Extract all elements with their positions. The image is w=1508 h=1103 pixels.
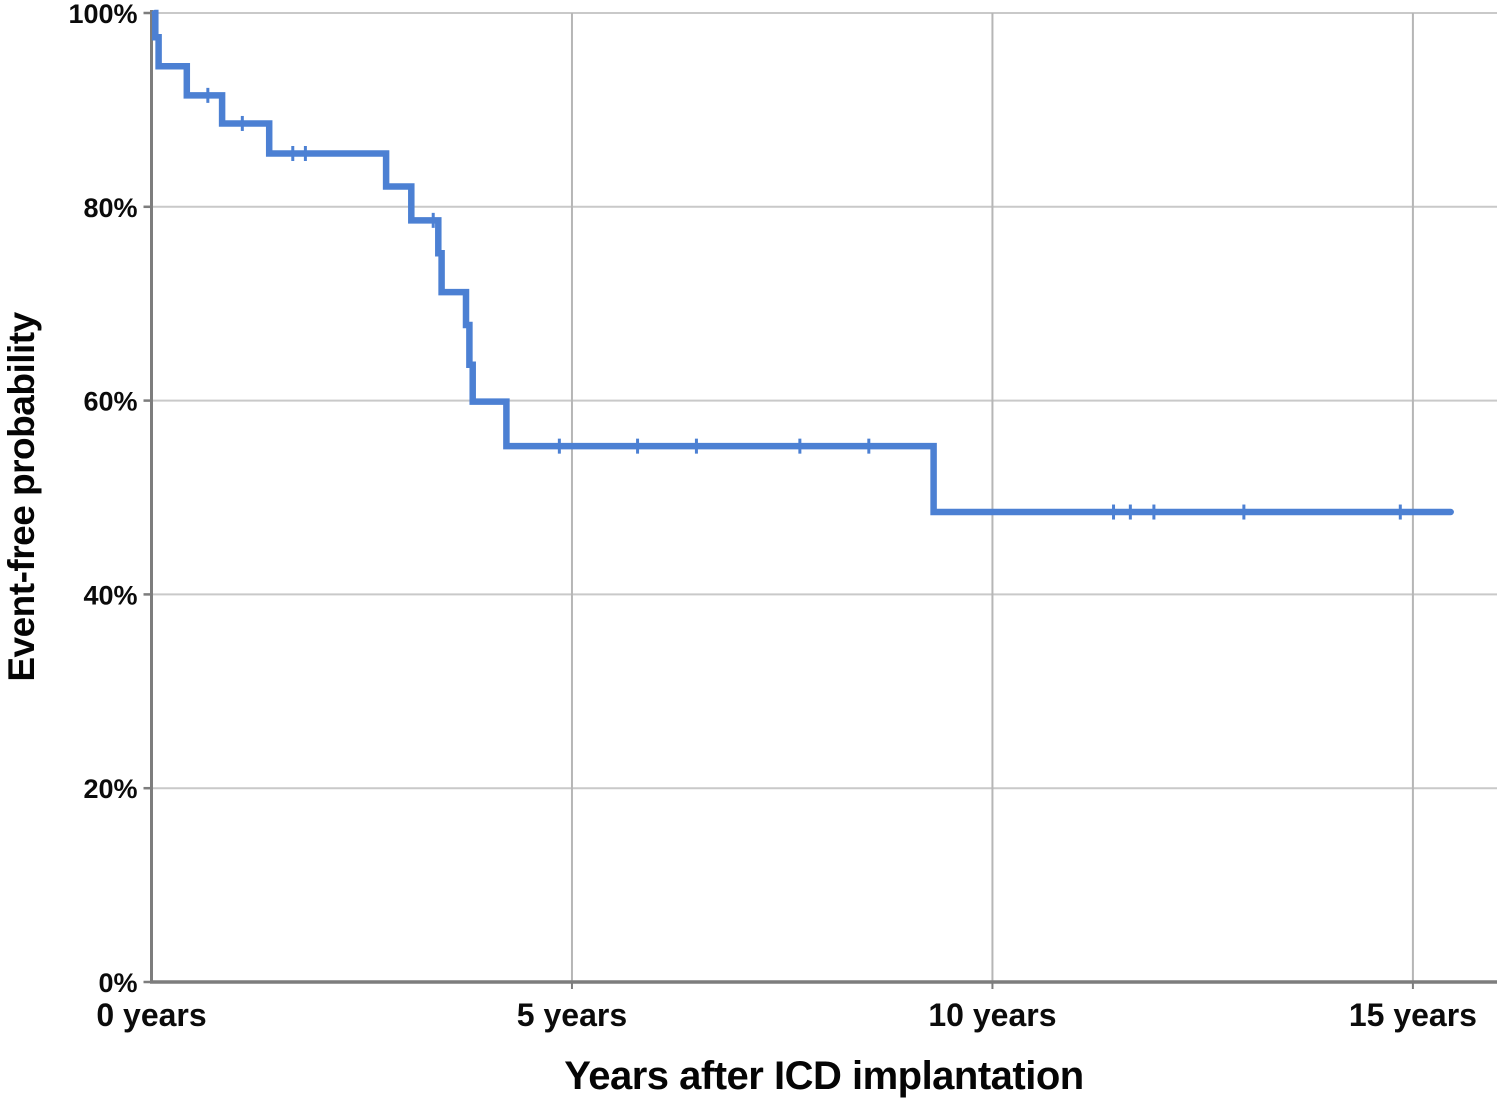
- tick-labels: 0% 20% 40% 60% 80% 100% 0 years 5 years 10 years…: [68, 0, 1477, 1033]
- x-tick-label-10: 10 years: [928, 997, 1056, 1033]
- y-tick-label-100: 100%: [68, 0, 137, 29]
- survival-curve: [151, 9, 1454, 516]
- gridlines: [151, 12, 1497, 982]
- y-tick-label-0: 0%: [98, 968, 137, 998]
- y-tick-label-60: 60%: [83, 387, 137, 417]
- axes: [143, 10, 1497, 989]
- y-tick-label-80: 80%: [83, 193, 137, 223]
- y-tick-label-20: 20%: [83, 774, 137, 804]
- y-tick-label-40: 40%: [83, 580, 137, 610]
- x-axis-title: Years after ICD implantation: [564, 1054, 1083, 1098]
- x-tick-label-15: 15 years: [1349, 997, 1477, 1033]
- survival-series: [151, 9, 1454, 520]
- x-tick-label-0: 0 years: [96, 997, 206, 1033]
- y-axis-title: Event-free probability: [1, 311, 42, 681]
- x-tick-label-5: 5 years: [517, 997, 627, 1033]
